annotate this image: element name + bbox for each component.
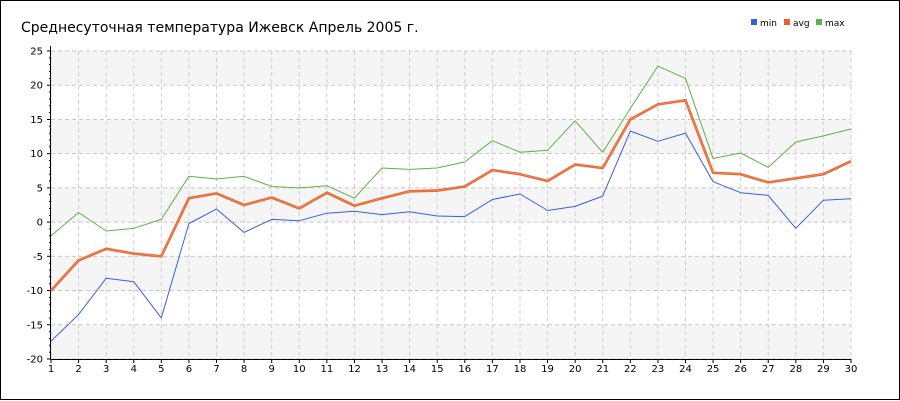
grid-band (51, 256, 851, 291)
x-tick-label: 26 (734, 364, 747, 375)
grid-band (51, 324, 851, 359)
x-tick-label: 23 (652, 364, 665, 375)
x-tick-label: 20 (569, 364, 582, 375)
chart-title: Среднесуточная температура Ижевск Апрель… (21, 20, 419, 36)
legend-swatch-min (751, 19, 757, 25)
x-tick-label: 2 (75, 364, 81, 375)
x-tick-label: 28 (789, 364, 802, 375)
y-tick-label: 10 (30, 149, 43, 160)
y-tick-label: -20 (27, 355, 43, 366)
x-tick-label: 24 (679, 364, 692, 375)
x-tick-label: 13 (376, 364, 389, 375)
x-tick-label: 12 (348, 364, 361, 375)
x-tick-label: 27 (762, 364, 775, 375)
legend-swatch-max (816, 19, 822, 25)
y-tick-label: 5 (37, 183, 43, 194)
x-tick-label: 3 (103, 364, 109, 375)
x-tick-label: 16 (458, 364, 471, 375)
y-tick-label: 0 (37, 218, 43, 229)
x-tick-label: 6 (186, 364, 192, 375)
legend: min avg max (751, 19, 845, 29)
x-tick-label: 25 (707, 364, 720, 375)
plot-lines (50, 65, 852, 342)
x-tick-label: 1 (48, 364, 54, 375)
x-tick-label: 30 (845, 364, 858, 375)
legend-label-max: max (825, 19, 845, 29)
x-tick-label: 17 (486, 364, 499, 375)
plot-grid (50, 50, 852, 360)
series-line-max (50, 65, 852, 237)
x-tick-label: 10 (293, 364, 306, 375)
x-tick-label: 8 (241, 364, 247, 375)
series-line-min (50, 130, 852, 342)
x-tick-label: 21 (596, 364, 609, 375)
grid-band (51, 51, 851, 86)
y-tick-label: -10 (27, 286, 43, 297)
y-tick-label: 20 (30, 81, 43, 92)
x-tick-label: 9 (269, 364, 275, 375)
grid-band (51, 119, 851, 154)
x-tick-label: 5 (158, 364, 164, 375)
x-tick-label: 19 (541, 364, 554, 375)
x-tick-label: 14 (403, 364, 416, 375)
x-tick-label: 4 (131, 364, 137, 375)
x-tick-label: 11 (320, 364, 333, 375)
legend-swatch-avg (784, 19, 790, 25)
y-tick-label: -15 (27, 320, 43, 331)
x-tick-label: 7 (213, 364, 219, 375)
y-tick-label: -5 (33, 252, 43, 263)
x-tick-label: 15 (431, 364, 444, 375)
x-tick-label: 29 (817, 364, 830, 375)
y-tick-label: 25 (30, 47, 43, 58)
legend-label-avg: avg (793, 19, 810, 29)
series-line-avg-highlight (50, 99, 852, 291)
plot-bands (51, 51, 851, 359)
legend-label-min: min (760, 19, 777, 29)
y-tick-label: 15 (30, 115, 43, 126)
x-tick-label: 18 (514, 364, 527, 375)
x-tick-label: 22 (624, 364, 637, 375)
